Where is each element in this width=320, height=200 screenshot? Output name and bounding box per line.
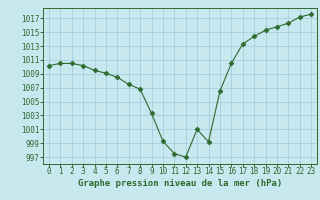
X-axis label: Graphe pression niveau de la mer (hPa): Graphe pression niveau de la mer (hPa) — [78, 179, 282, 188]
